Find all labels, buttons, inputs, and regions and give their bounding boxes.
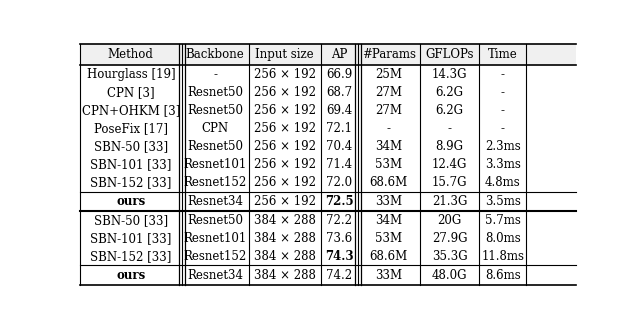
Text: 72.5: 72.5 <box>325 195 353 208</box>
Text: 48.0G: 48.0G <box>432 269 467 282</box>
Text: 256 × 192: 256 × 192 <box>253 86 316 99</box>
Text: 15.7G: 15.7G <box>432 176 467 189</box>
Text: 4.8ms: 4.8ms <box>485 176 521 189</box>
Text: 27M: 27M <box>375 104 403 117</box>
Text: 72.1: 72.1 <box>326 122 352 135</box>
Text: SBN-101 [33]: SBN-101 [33] <box>90 232 172 245</box>
Text: 71.4: 71.4 <box>326 158 352 171</box>
Text: 384 × 288: 384 × 288 <box>253 250 316 263</box>
Text: 256 × 192: 256 × 192 <box>253 140 316 153</box>
Text: 35.3G: 35.3G <box>432 250 467 263</box>
Text: ours: ours <box>116 269 145 282</box>
Text: 69.4: 69.4 <box>326 104 352 117</box>
Text: SBN-152 [33]: SBN-152 [33] <box>90 176 172 189</box>
Text: 3.5ms: 3.5ms <box>485 195 521 208</box>
Text: Resnet50: Resnet50 <box>187 140 243 153</box>
Text: 384 × 288: 384 × 288 <box>253 214 316 227</box>
Text: Resnet50: Resnet50 <box>187 214 243 227</box>
Text: -: - <box>501 86 505 99</box>
Text: AP: AP <box>331 48 348 61</box>
Text: 6.2G: 6.2G <box>435 86 463 99</box>
Text: 25M: 25M <box>375 68 403 81</box>
Text: Resnet34: Resnet34 <box>187 269 243 282</box>
Text: 384 × 288: 384 × 288 <box>253 269 316 282</box>
Text: 14.3G: 14.3G <box>432 68 467 81</box>
Text: Resnet152: Resnet152 <box>184 176 247 189</box>
Text: -: - <box>501 122 505 135</box>
Text: 66.9: 66.9 <box>326 68 352 81</box>
Text: 74.2: 74.2 <box>326 269 352 282</box>
Text: CPN: CPN <box>202 122 228 135</box>
Text: CPN [3]: CPN [3] <box>107 86 155 99</box>
Text: 12.4G: 12.4G <box>432 158 467 171</box>
Text: 72.0: 72.0 <box>326 176 352 189</box>
Text: -: - <box>501 104 505 117</box>
Text: SBN-101 [33]: SBN-101 [33] <box>90 158 172 171</box>
Text: 8.6ms: 8.6ms <box>485 269 521 282</box>
Bar <box>80 44 576 65</box>
Text: #Params: #Params <box>362 48 416 61</box>
Text: 33M: 33M <box>375 195 403 208</box>
Text: -: - <box>501 68 505 81</box>
Text: Resnet101: Resnet101 <box>184 232 247 245</box>
Text: 53M: 53M <box>375 158 403 171</box>
Text: 73.6: 73.6 <box>326 232 352 245</box>
Text: 11.8ms: 11.8ms <box>481 250 524 263</box>
Text: 6.2G: 6.2G <box>435 104 463 117</box>
Text: 21.3G: 21.3G <box>432 195 467 208</box>
Text: ours: ours <box>116 195 145 208</box>
Text: 53M: 53M <box>375 232 403 245</box>
Text: 3.3ms: 3.3ms <box>485 158 521 171</box>
Text: 5.7ms: 5.7ms <box>485 214 521 227</box>
Text: Resnet152: Resnet152 <box>184 250 247 263</box>
Text: 72.2: 72.2 <box>326 214 352 227</box>
Text: 256 × 192: 256 × 192 <box>253 104 316 117</box>
Text: CPN+OHKM [3]: CPN+OHKM [3] <box>82 104 180 117</box>
Text: 2.3ms: 2.3ms <box>485 140 521 153</box>
Text: 256 × 192: 256 × 192 <box>253 176 316 189</box>
Text: Resnet101: Resnet101 <box>184 158 247 171</box>
Text: Hourglass [19]: Hourglass [19] <box>86 68 175 81</box>
Text: -: - <box>213 68 217 81</box>
Text: -: - <box>387 122 391 135</box>
Text: 34M: 34M <box>375 140 403 153</box>
Text: Resnet50: Resnet50 <box>187 86 243 99</box>
Text: 33M: 33M <box>375 269 403 282</box>
Text: -: - <box>447 122 451 135</box>
Text: SBN-152 [33]: SBN-152 [33] <box>90 250 172 263</box>
Text: 68.6M: 68.6M <box>370 176 408 189</box>
Text: 8.9G: 8.9G <box>435 140 463 153</box>
Text: 384 × 288: 384 × 288 <box>253 232 316 245</box>
Text: 256 × 192: 256 × 192 <box>253 68 316 81</box>
Text: 256 × 192: 256 × 192 <box>253 122 316 135</box>
Text: 20G: 20G <box>437 214 461 227</box>
Text: Backbone: Backbone <box>186 48 244 61</box>
Text: GFLOPs: GFLOPs <box>425 48 474 61</box>
Text: Method: Method <box>108 48 154 61</box>
Text: 27.9G: 27.9G <box>432 232 467 245</box>
Text: 8.0ms: 8.0ms <box>485 232 521 245</box>
Text: 256 × 192: 256 × 192 <box>253 158 316 171</box>
Text: 34M: 34M <box>375 214 403 227</box>
Text: PoseFix [17]: PoseFix [17] <box>94 122 168 135</box>
Text: Time: Time <box>488 48 518 61</box>
Text: 68.7: 68.7 <box>326 86 352 99</box>
Text: Resnet50: Resnet50 <box>187 104 243 117</box>
Text: SBN-50 [33]: SBN-50 [33] <box>94 140 168 153</box>
Text: 74.3: 74.3 <box>325 250 353 263</box>
Text: 27M: 27M <box>375 86 403 99</box>
Text: 68.6M: 68.6M <box>370 250 408 263</box>
Text: Resnet34: Resnet34 <box>187 195 243 208</box>
Text: 70.4: 70.4 <box>326 140 352 153</box>
Text: SBN-50 [33]: SBN-50 [33] <box>94 214 168 227</box>
Text: 256 × 192: 256 × 192 <box>253 195 316 208</box>
Text: Input size: Input size <box>255 48 314 61</box>
